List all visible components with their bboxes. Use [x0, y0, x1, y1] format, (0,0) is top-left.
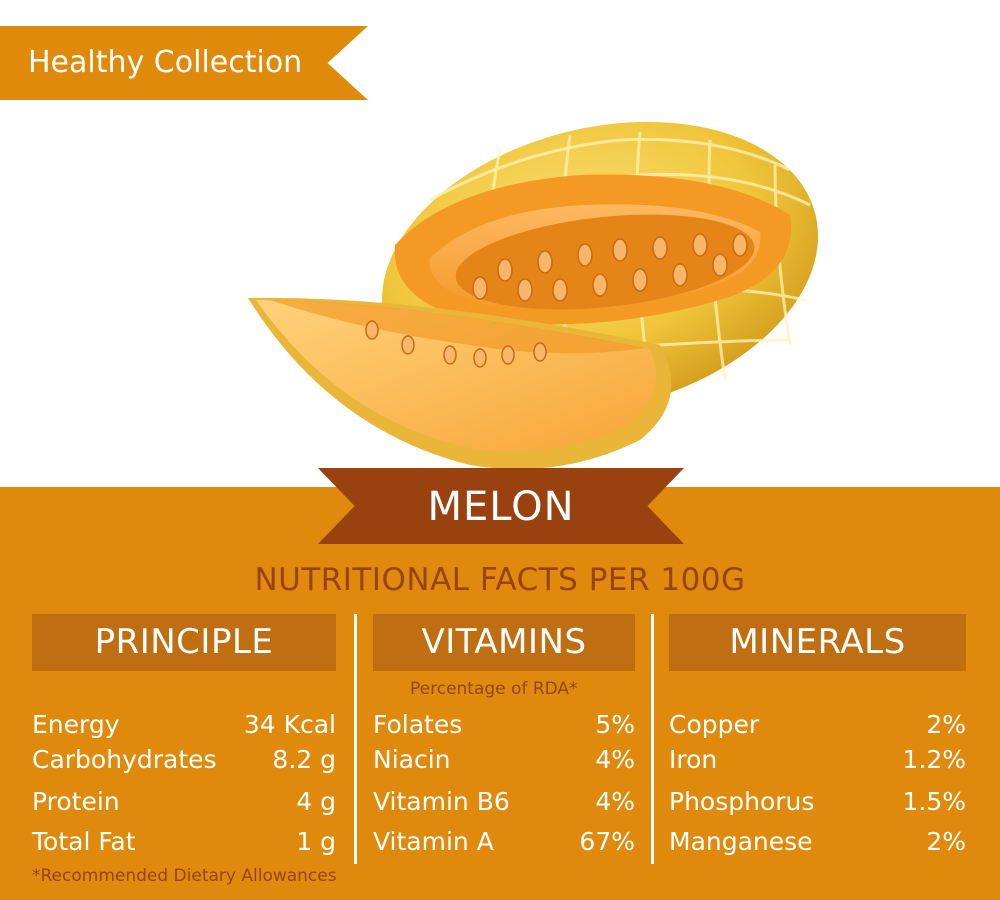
principle-heading: PRINCIPLE	[32, 614, 336, 671]
nutrient-label: Iron	[669, 744, 718, 774]
column-divider	[354, 614, 357, 864]
table-row: Vitamin A 67%	[373, 824, 635, 858]
nutrient-value: 5%	[595, 709, 635, 739]
nutrition-panel	[0, 487, 1000, 900]
fruit-title: MELON	[427, 484, 575, 530]
table-row: Phosphorus 1.5%	[669, 784, 966, 818]
nutrient-value: 34 Kcal	[243, 709, 336, 739]
footnote: *Recommended Dietary Allowances	[32, 866, 337, 886]
nutrient-label: Protein	[32, 786, 120, 816]
nutrient-label: Vitamin B6	[373, 786, 510, 816]
nutrient-value: 1.2%	[902, 744, 966, 774]
table-row: Manganese 2%	[669, 824, 966, 858]
nutrient-label: Vitamin A	[373, 826, 494, 856]
table-row: Energy 34 Kcal	[32, 707, 336, 741]
nutrient-label: Folates	[373, 709, 463, 739]
nutrient-label: Manganese	[669, 826, 813, 856]
nutrient-value: 8.2 g	[272, 744, 336, 774]
nutrient-label: Energy	[32, 709, 120, 739]
rda-note: Percentage of RDA*	[410, 679, 578, 699]
melon-slice	[248, 297, 672, 470]
nutrient-value: 2%	[926, 709, 966, 739]
nutrient-value: 1.5%	[902, 786, 966, 816]
table-row: Vitamin B6 4%	[373, 784, 635, 818]
nutrient-value: 1 g	[296, 826, 336, 856]
nutrient-value: 2%	[926, 826, 966, 856]
nutrient-value: 4%	[595, 786, 635, 816]
nutrient-label: Niacin	[373, 744, 451, 774]
nutrient-label: Total Fat	[32, 826, 136, 856]
nutrient-label: Copper	[669, 709, 760, 739]
nutrient-value: 67%	[579, 826, 635, 856]
table-row: Protein 4 g	[32, 784, 336, 818]
title-banner: MELON	[318, 468, 684, 544]
table-row: Carbohydrates 8.2 g	[32, 742, 336, 776]
nutrient-value: 4%	[595, 744, 635, 774]
table-row: Copper 2%	[669, 707, 966, 741]
nutrition-subtitle: NUTRITIONAL FACTS PER 100G	[254, 562, 746, 598]
table-row: Total Fat 1 g	[32, 824, 336, 858]
table-row: Iron 1.2%	[669, 742, 966, 776]
healthy-collection-ribbon: Healthy Collection	[0, 26, 368, 100]
vitamins-heading: VITAMINS	[373, 614, 635, 671]
nutrient-label: Carbohydrates	[32, 744, 217, 774]
nutrient-value: 4 g	[296, 786, 336, 816]
column-divider	[651, 614, 654, 864]
table-row: Folates 5%	[373, 707, 635, 741]
minerals-heading: MINERALS	[669, 614, 966, 671]
melon-illustration	[248, 121, 819, 470]
table-row: Niacin 4%	[373, 742, 635, 776]
ribbon-label: Healthy Collection	[28, 45, 303, 80]
nutrient-label: Phosphorus	[669, 786, 815, 816]
